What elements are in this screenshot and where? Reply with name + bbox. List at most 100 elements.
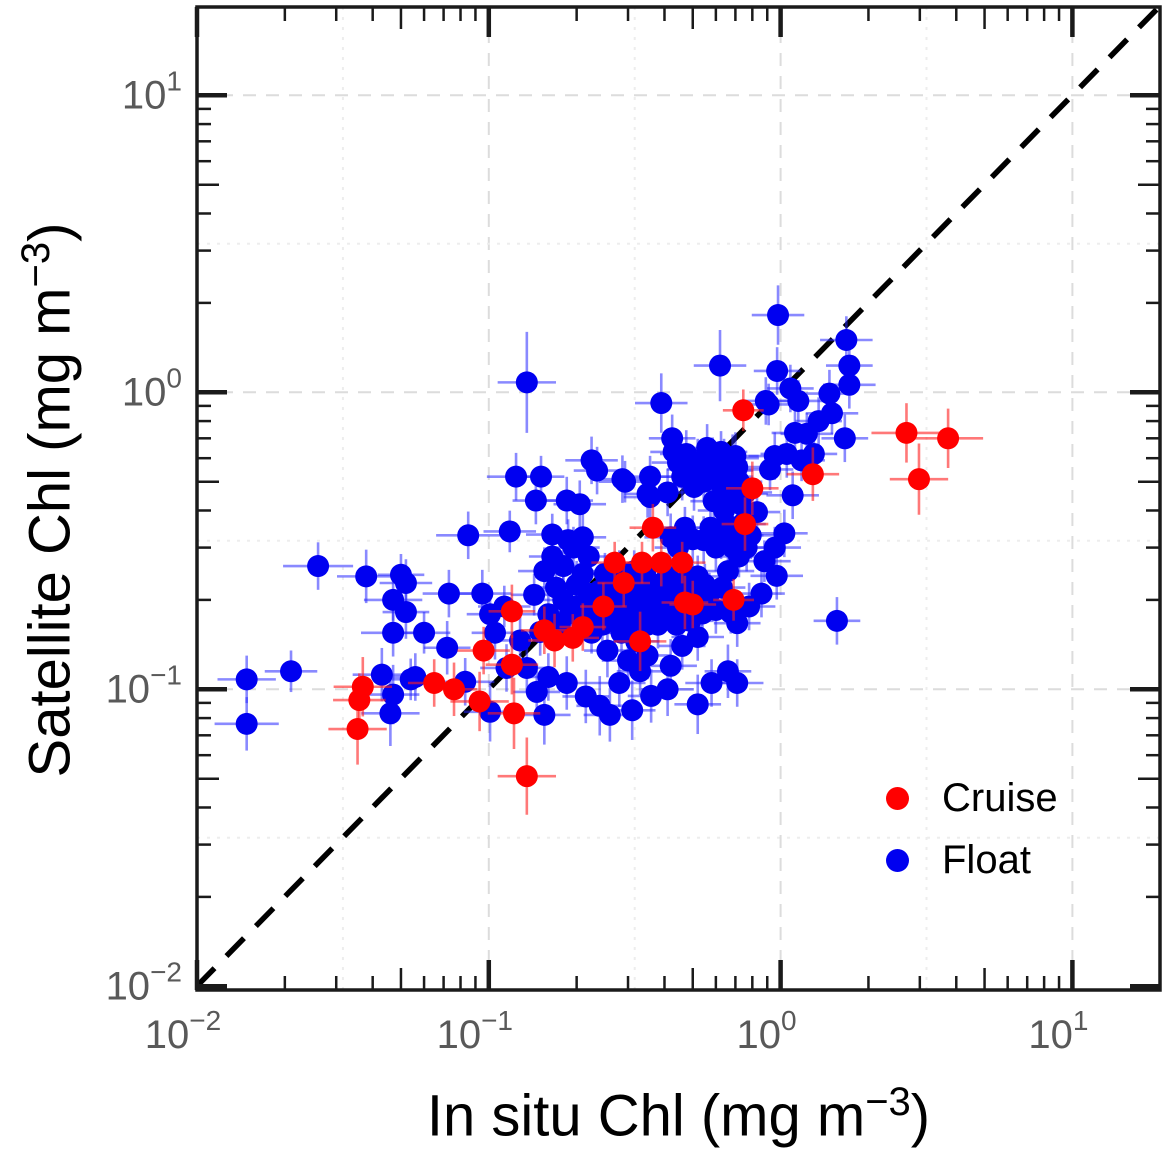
data-point <box>656 481 679 504</box>
data-point <box>681 593 704 616</box>
data-point <box>612 571 635 594</box>
data-point <box>732 399 755 422</box>
data-point <box>533 619 556 642</box>
data-point <box>394 601 417 624</box>
data-point <box>659 654 682 677</box>
data-point <box>596 639 619 662</box>
data-point <box>472 639 495 662</box>
data-point <box>825 609 848 632</box>
data-point <box>280 660 303 683</box>
data-point <box>515 371 538 394</box>
data-point <box>741 477 764 500</box>
data-point <box>348 689 371 712</box>
data-point <box>937 427 960 450</box>
data-point <box>537 666 560 689</box>
y-tick-label: 100 <box>122 362 182 414</box>
points-cruise <box>346 399 960 788</box>
data-point <box>767 304 790 327</box>
data-point <box>586 459 609 482</box>
data-point <box>608 672 631 695</box>
data-point <box>379 702 402 725</box>
data-point <box>709 354 732 377</box>
data-point <box>763 536 786 559</box>
data-point <box>700 672 723 695</box>
data-point <box>686 693 709 716</box>
data-point <box>641 516 664 539</box>
one-to-one-line <box>195 5 1161 988</box>
tick-labels: 10−2 10−1 100 101 10−2 10−1 100 101 <box>106 65 1089 1057</box>
legend-label-cruise: Cruise <box>942 775 1058 820</box>
data-point <box>413 621 436 644</box>
data-point <box>592 595 615 618</box>
data-point <box>500 653 523 676</box>
data-point <box>640 684 663 707</box>
y-axis-title-exponent: −3 <box>14 241 58 288</box>
data-point <box>650 392 673 415</box>
data-point <box>650 551 673 574</box>
data-point <box>733 513 756 536</box>
data-point <box>498 520 521 543</box>
x-tick-label: 101 <box>1028 1005 1088 1057</box>
data-point <box>437 582 460 605</box>
data-point <box>766 359 789 382</box>
data-point <box>656 678 679 701</box>
data-point <box>833 427 856 450</box>
data-point <box>621 699 644 722</box>
x-tick-label: 100 <box>737 1005 797 1057</box>
data-point <box>671 551 694 574</box>
data-point <box>502 702 525 725</box>
data-point <box>639 486 662 509</box>
data-point <box>552 555 575 578</box>
x-tick-label: 10−2 <box>145 1005 221 1057</box>
x-tick-label: 10−1 <box>437 1005 513 1057</box>
data-point <box>838 354 861 377</box>
data-point <box>750 582 773 605</box>
data-point <box>603 551 626 574</box>
data-point <box>423 672 446 695</box>
data-point <box>818 382 841 405</box>
data-point <box>457 524 480 547</box>
data-point <box>555 672 578 695</box>
data-point <box>468 690 491 713</box>
data-point <box>355 565 378 588</box>
data-point <box>382 621 405 644</box>
y-tick-label: 10−1 <box>106 659 182 711</box>
data-point <box>722 588 745 611</box>
data-point <box>500 600 523 623</box>
data-point <box>629 630 652 653</box>
axis-ticks <box>194 7 1160 990</box>
data-point <box>787 389 810 412</box>
data-point <box>399 668 422 691</box>
data-point <box>530 465 553 488</box>
data-point <box>483 621 506 644</box>
data-point <box>525 680 548 703</box>
data-point <box>555 489 578 512</box>
data-point <box>524 489 547 512</box>
data-point <box>801 463 824 486</box>
plot-frame <box>195 5 1162 992</box>
data-point <box>346 718 369 741</box>
data-point <box>757 393 780 416</box>
data-point <box>820 402 843 425</box>
data-point <box>307 555 330 578</box>
x-axis-title: In situ Chl (mg m−3) <box>426 1080 931 1149</box>
legend-item-cruise: Cruise <box>886 774 1058 822</box>
data-point <box>471 582 494 605</box>
data-point <box>443 678 466 701</box>
data-point <box>726 672 749 695</box>
data-point <box>895 421 918 444</box>
data-point <box>759 458 782 481</box>
data-point <box>571 616 594 639</box>
data-point <box>614 470 637 493</box>
data-point <box>382 683 405 706</box>
data-point <box>509 629 532 652</box>
data-point <box>617 649 640 672</box>
data-point <box>571 562 594 585</box>
cruise-marker-icon <box>886 786 909 810</box>
data-point <box>533 703 556 726</box>
data-point <box>577 545 600 568</box>
data-point <box>639 465 662 488</box>
data-point <box>394 571 417 594</box>
